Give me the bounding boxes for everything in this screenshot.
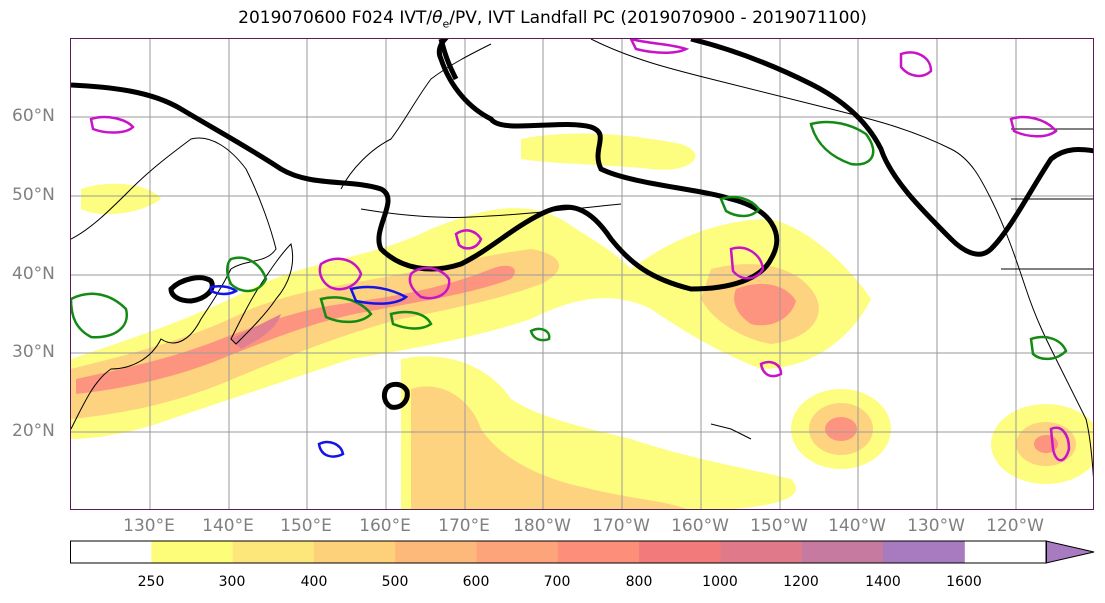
ivt-north [521,133,696,170]
lon-label-130w: 130°W [907,516,965,536]
ivt-band-core [231,314,281,349]
colorbar-cells [70,541,965,563]
coast-asia [71,137,277,430]
lon-label-170w: 170°W [592,516,650,536]
pc-green-2 [226,256,268,293]
colorbar-cell [395,541,477,563]
lon-label-180w: 180°W [513,516,571,536]
colorbar-outline [70,540,1047,564]
colorbar-cell [476,541,559,563]
lon-label-150e: 150°E [280,516,332,536]
lon-label-130e: 130°E [123,516,175,536]
pv-right [690,39,1093,257]
pv-loop-north [438,39,459,81]
colorbar-cell [639,541,721,563]
pc-green-5 [809,120,875,166]
lon-label-150w: 150°W [750,516,808,536]
coast-hawaii [710,423,752,440]
colorbar-tick-250: 250 [137,574,165,590]
lon-label-140w: 140°W [828,516,886,536]
ivt-map-canvas [71,39,1093,509]
colorbar-cell [151,541,234,563]
pv-loop-japan [168,275,215,304]
lat-label-60n: 60°N [12,106,55,126]
lat-label-20n: 20°N [12,421,55,441]
colorbar-tick-1600: 1600 [946,574,982,590]
ivt-blob-east-core [734,283,796,326]
pc-magenta-1 [89,115,135,134]
colorbar-cell [557,541,640,563]
coast-japan [230,243,294,345]
pc-green-3 [319,296,373,324]
pc-magenta-5 [729,246,765,280]
pv-contours [71,39,1093,410]
colorbar-cell [801,541,884,563]
pc-green-1 [71,292,128,339]
colorbar-tick-1000: 1000 [702,574,738,590]
pc-magenta-6 [629,39,690,54]
lon-label-140e: 140°E [202,516,254,536]
pc-green-4 [389,310,433,330]
colorbar-tick-400: 400 [300,574,328,590]
coastlines [71,39,1093,478]
ivt-south-orange [411,386,687,509]
colorbar-tick-500: 500 [381,574,409,590]
lat-label-40n: 40°N [12,264,55,284]
lon-label-120w: 120°W [986,516,1044,536]
pc-blue-3 [209,284,239,296]
ivt-band-yellow [71,208,871,439]
colorbar-tick-1400: 1400 [865,574,901,590]
lat-label-50n: 50°N [12,185,55,205]
pc-blue-2 [317,440,345,458]
pc-green-7 [719,195,761,218]
colorbar-cell [313,541,396,563]
lon-label-170e: 170°E [438,516,490,536]
pc-blue-1 [349,285,409,305]
colorbar-cell [232,541,315,563]
lon-label-160e: 160°E [359,516,411,536]
colorbar-tick-600: 600 [462,574,490,590]
lon-label-160w: 160°W [671,516,729,536]
lat-label-30n: 30°N [12,342,55,362]
pc-magenta-10 [759,360,783,378]
pc-magenta-9 [899,51,933,78]
pc-magenta-4 [454,229,483,250]
pv-loop-mid [381,381,410,410]
colorbar-tick-700: 700 [543,574,571,590]
pc-magenta-2 [318,257,363,291]
colorbar-tick-300: 300 [218,574,246,590]
colorbar-cell [883,541,965,563]
ivt-tc1-core [825,417,857,441]
pc-magenta-8 [1049,426,1071,462]
map-title: 2019070600 F024 IVT/θe/PV, IVT Landfall … [238,8,867,31]
pc-magenta-7 [1009,115,1058,138]
colorbar-extend-arrow [1045,540,1095,564]
pv-main [71,39,780,292]
landfall-pc-contours [71,39,1071,462]
coast-kamchatka [340,43,492,190]
pc-green-8 [529,327,551,342]
colorbar-tick-1200: 1200 [783,574,819,590]
colorbar-tick-800: 800 [625,574,653,590]
map-panel [70,38,1094,510]
colorbar-cell [70,541,152,563]
coast-alaska [590,39,992,200]
ivt-shading [71,133,1093,509]
ivt-colorbar [70,540,1095,564]
pc-green-6 [1029,335,1068,361]
coast-na-west [990,198,1093,478]
pc-magenta-3 [408,266,451,300]
colorbar-cell [720,541,803,563]
